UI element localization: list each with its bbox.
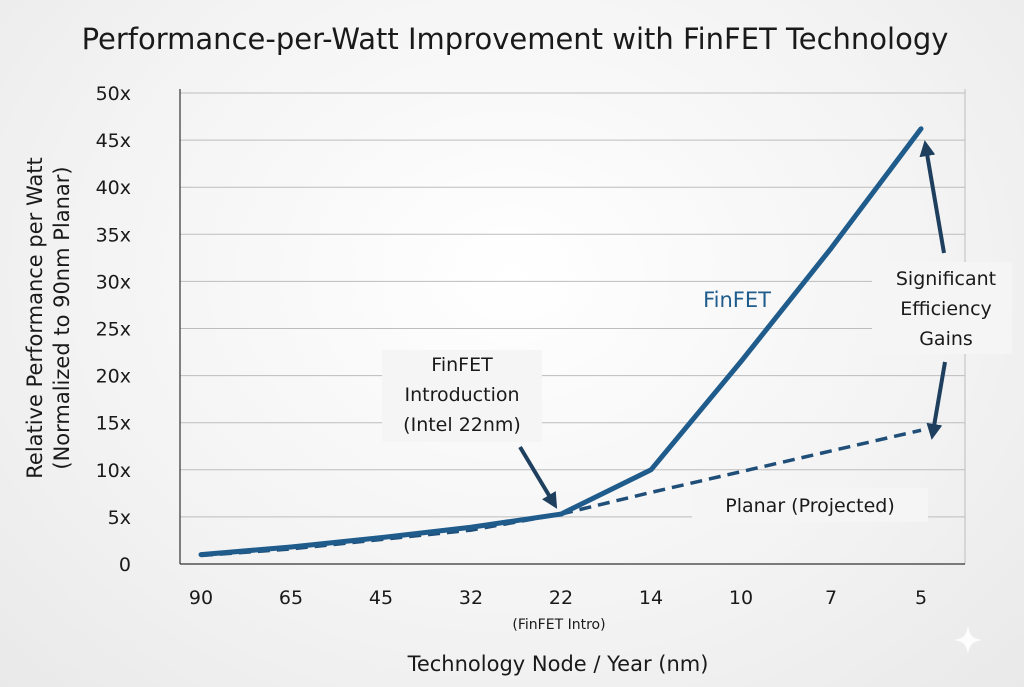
finfet-intro-line-2: Introduction (404, 384, 519, 406)
sparkle-icon (954, 626, 982, 654)
x-tick-label: 7 (825, 587, 837, 609)
gains-line-1: Significant (896, 268, 996, 290)
gains-arrow-up (919, 140, 946, 254)
planar-series-label: Planar (Projected) (725, 495, 895, 517)
y-tick-label: 45x (96, 130, 131, 152)
series-layer (198, 126, 924, 558)
y-tick-label: 30x (96, 271, 131, 293)
planar-projected-line (560, 428, 922, 516)
x-tick-label: 22 (549, 587, 573, 609)
x-tick-label: 5 (915, 587, 927, 609)
x-tick-label: 14 (639, 587, 663, 609)
gains-line-2: Efficiency (900, 298, 992, 320)
y-tick-label: 15x (96, 413, 131, 435)
planar-label-bg (692, 488, 928, 522)
y-tick-label: 25x (96, 319, 131, 341)
gains-line-3: Gains (919, 328, 973, 350)
finfet-intro-line-3: (Intel 22nm) (403, 414, 521, 436)
chart-title: Performance-per-Watt Improvement with Fi… (82, 22, 949, 56)
finfet-intro-line-1: FinFET (431, 354, 493, 376)
y-axis-label-line-1: Relative Performance per Watt (23, 157, 47, 478)
x-tick-label: 90 (189, 587, 213, 609)
gains-arrow-down (926, 361, 947, 440)
annotations: FinFET Introduction (Intel 22nm) Signifi… (382, 262, 1012, 522)
finfet-intro-category-note: (FinFET Intro) (512, 617, 605, 633)
finfet-intro-label-bg (382, 350, 542, 442)
y-axis-ticks: 0 5x 10x 15x 20x 25x 30x 35x 40x 45x 50x (96, 83, 131, 576)
y-tick-label: 0 (119, 554, 131, 576)
y-tick-label: 40x (96, 177, 131, 199)
x-tick-label: 45 (369, 587, 393, 609)
y-axis-label-line-2: (Normalized to 90nm Planar) (50, 166, 74, 469)
y-tick-label: 50x (96, 83, 131, 105)
x-tick-label: 65 (279, 587, 303, 609)
finfet-series-label: FinFET (703, 288, 771, 312)
y-tick-label: 35x (96, 224, 131, 246)
y-tick-label: 10x (96, 460, 131, 482)
finfet-intro-arrow (518, 445, 558, 509)
arrows (518, 140, 947, 509)
x-tick-label: 10 (729, 587, 753, 609)
y-tick-label: 5x (108, 507, 131, 529)
x-axis-ticks: 90 65 45 32 22 14 10 7 5 (189, 587, 927, 609)
gains-label-bg (872, 262, 1012, 354)
y-tick-label: 20x (96, 366, 131, 388)
y-axis-label: Relative Performance per Watt (Normalize… (23, 157, 74, 478)
x-axis-label: Technology Node / Year (nm) (407, 652, 709, 676)
x-tick-label: 32 (459, 587, 483, 609)
finfet-line (198, 126, 924, 558)
